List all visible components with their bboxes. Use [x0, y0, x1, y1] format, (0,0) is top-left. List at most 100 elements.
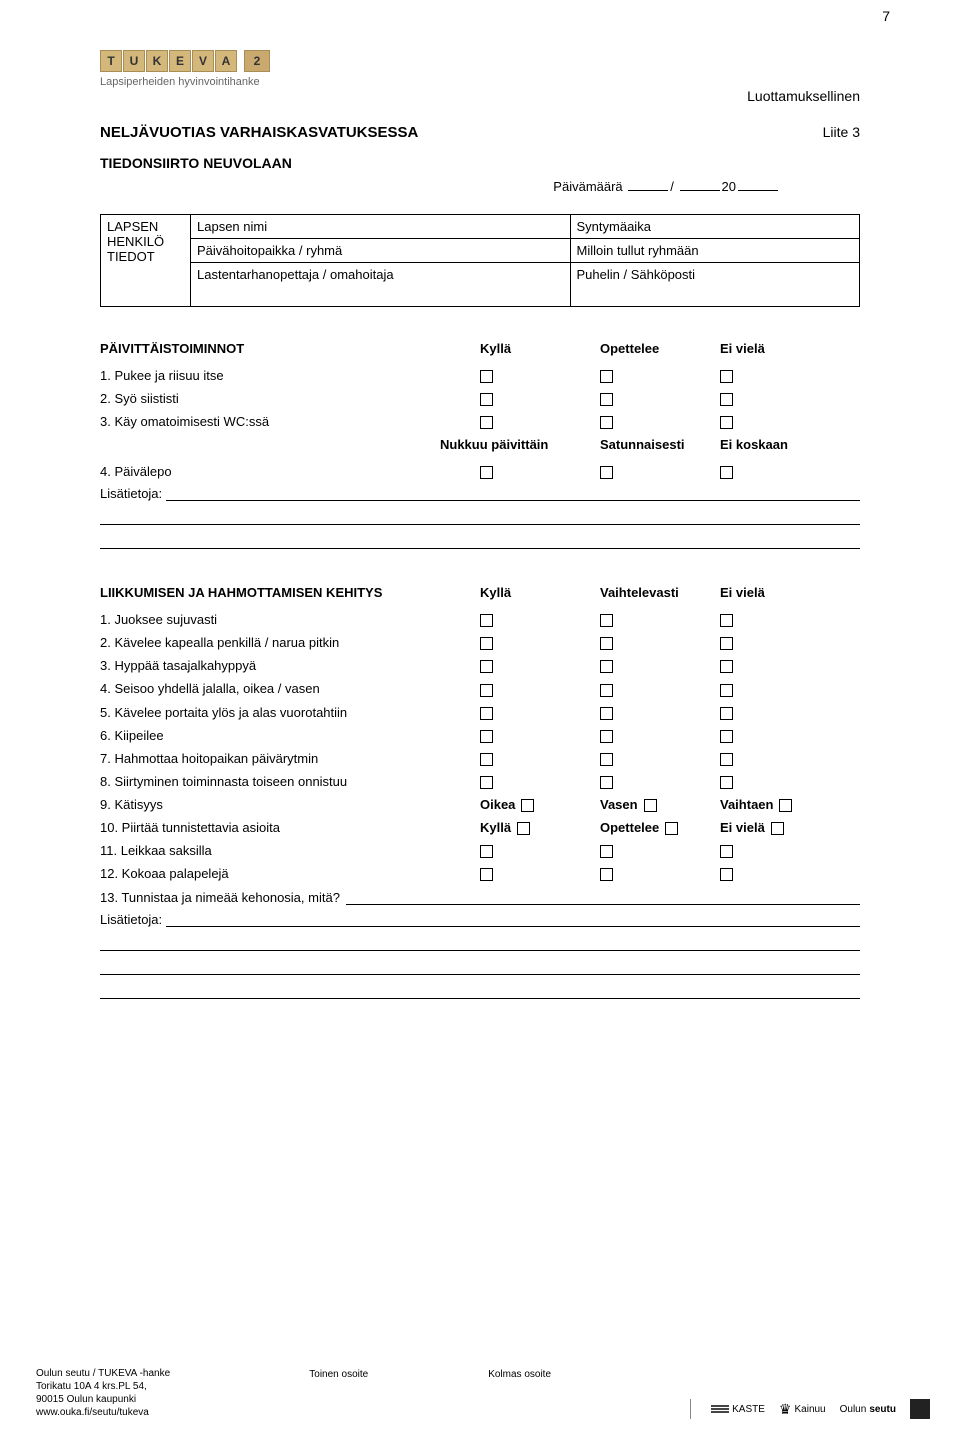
text-line[interactable]: [166, 485, 860, 501]
checkbox[interactable]: [720, 614, 733, 627]
checkbox[interactable]: [600, 776, 613, 789]
col-header: Opettelee: [600, 341, 720, 360]
question-10-row: 10. Piirtää tunnistettavia asioita Kyllä…: [100, 820, 860, 835]
footer-address: Oulun seutu / TUKEVA -hanke Torikatu 10A…: [36, 1367, 170, 1419]
checkbox[interactable]: [600, 753, 613, 766]
additional-info-row: Lisätietoja:: [100, 485, 860, 501]
date-century: 20: [722, 179, 736, 194]
checkbox[interactable]: [600, 614, 613, 627]
checkbox[interactable]: [480, 466, 493, 479]
checkbox[interactable]: [720, 370, 733, 383]
col-header-alt: Ei koskaan: [720, 437, 840, 456]
question: 5. Kävelee portaita ylös ja alas vuorota…: [100, 705, 480, 720]
crown-icon: ♛: [779, 1401, 792, 1418]
text-line[interactable]: [166, 911, 860, 927]
question: 10. Piirtää tunnistettavia asioita: [100, 820, 480, 835]
option-label: Opettelee: [600, 820, 659, 835]
text-line[interactable]: [100, 933, 860, 951]
checkbox[interactable]: [644, 799, 657, 812]
col-header: Ei vielä: [720, 585, 840, 604]
checkbox[interactable]: [779, 799, 792, 812]
checkbox[interactable]: [600, 845, 613, 858]
checkbox[interactable]: [480, 637, 493, 650]
date-year-field[interactable]: [738, 190, 778, 191]
checkbox[interactable]: [720, 753, 733, 766]
date-month-field[interactable]: [680, 190, 720, 191]
checkbox[interactable]: [720, 660, 733, 673]
checkbox[interactable]: [720, 868, 733, 881]
logo-blocks: T U K E V A 2: [100, 50, 270, 72]
checkbox[interactable]: [600, 707, 613, 720]
checkbox[interactable]: [480, 393, 493, 406]
checkbox[interactable]: [600, 684, 613, 697]
checkbox[interactable]: [480, 845, 493, 858]
info-cell[interactable]: Milloin tullut ryhmään: [570, 239, 860, 263]
checkbox[interactable]: [720, 466, 733, 479]
info-cell[interactable]: Lapsen nimi: [191, 215, 571, 239]
logo-subtitle: Lapsiperheiden hyvinvointihanke: [100, 76, 270, 88]
question: 4. Päivälepo: [100, 464, 480, 479]
checkbox[interactable]: [521, 799, 534, 812]
question: 13. Tunnistaa ja nimeää kehonosia, mitä?: [100, 890, 340, 905]
checkbox[interactable]: [720, 845, 733, 858]
checkbox[interactable]: [665, 822, 678, 835]
checkbox[interactable]: [480, 753, 493, 766]
question: 11. Leikkaa saksilla: [100, 843, 480, 858]
checkbox[interactable]: [600, 370, 613, 383]
footer-mid: Toinen osoite Kolmas osoite: [309, 1367, 551, 1380]
checkbox[interactable]: [720, 730, 733, 743]
checkbox[interactable]: [600, 416, 613, 429]
checkbox[interactable]: [720, 707, 733, 720]
col-header: Kyllä: [480, 341, 600, 360]
col-header-alt: Satunnaisesti: [600, 437, 720, 456]
page-number: 7: [882, 8, 890, 24]
info-cell[interactable]: Puhelin / Sähköposti: [570, 263, 860, 307]
info-cell[interactable]: Syntymäaika: [570, 215, 860, 239]
col-header-alt: Nukkuu päivittäin: [440, 437, 600, 456]
checkbox[interactable]: [720, 416, 733, 429]
text-line[interactable]: [100, 507, 860, 525]
confidential-label: Luottamuksellinen: [747, 88, 860, 104]
footer: Oulun seutu / TUKEVA -hanke Torikatu 10A…: [0, 1367, 960, 1419]
logo: T U K E V A 2 Lapsiperheiden hyvinvointi…: [100, 50, 270, 88]
checkbox[interactable]: [600, 637, 613, 650]
col-header: Ei vielä: [720, 341, 840, 360]
info-cell[interactable]: Päivähoitopaikka / ryhmä: [191, 239, 571, 263]
info-left-label: LAPSEN HENKILÖ TIEDOT: [101, 215, 191, 307]
checkbox[interactable]: [480, 416, 493, 429]
checkbox[interactable]: [480, 730, 493, 743]
date-day-field[interactable]: [628, 190, 668, 191]
checkbox[interactable]: [480, 868, 493, 881]
additional-info-row: Lisätietoja:: [100, 911, 860, 927]
checkbox[interactable]: [600, 868, 613, 881]
oulun-seutu-logo: Oulunseutu: [840, 1404, 896, 1415]
checkbox[interactable]: [600, 393, 613, 406]
checkbox[interactable]: [720, 776, 733, 789]
text-line[interactable]: [346, 889, 860, 905]
info-cell[interactable]: Lastentarhanopettaja / omahoitaja: [191, 263, 571, 307]
checkbox[interactable]: [720, 684, 733, 697]
checkbox[interactable]: [600, 660, 613, 673]
text-line[interactable]: [100, 957, 860, 975]
checkbox[interactable]: [480, 684, 493, 697]
question: 8. Siirtyminen toiminnasta toiseen onnis…: [100, 774, 480, 789]
checkbox[interactable]: [480, 707, 493, 720]
checkbox[interactable]: [480, 776, 493, 789]
text-line[interactable]: [100, 981, 860, 999]
checkbox[interactable]: [720, 637, 733, 650]
checkbox[interactable]: [480, 660, 493, 673]
checkbox[interactable]: [517, 822, 530, 835]
checkbox[interactable]: [600, 466, 613, 479]
checkbox[interactable]: [480, 614, 493, 627]
checkbox[interactable]: [771, 822, 784, 835]
checkbox[interactable]: [600, 730, 613, 743]
logo-letter: A: [215, 50, 237, 72]
footer-logos: KASTE ♛ Kainuu Oulunseutu: [690, 1399, 930, 1419]
checkbox[interactable]: [720, 393, 733, 406]
checkbox[interactable]: [480, 370, 493, 383]
logo-letter: T: [100, 50, 122, 72]
section1-grid: PÄIVITTÄISTOIMINNOT Kyllä Opettelee Ei v…: [100, 341, 860, 479]
title-row: NELJÄVUOTIAS VARHAISKASVATUKSESSA Liite …: [100, 124, 860, 141]
text-line[interactable]: [100, 531, 860, 549]
subtitle: TIEDONSIIRTO NEUVOLAAN: [100, 155, 860, 171]
